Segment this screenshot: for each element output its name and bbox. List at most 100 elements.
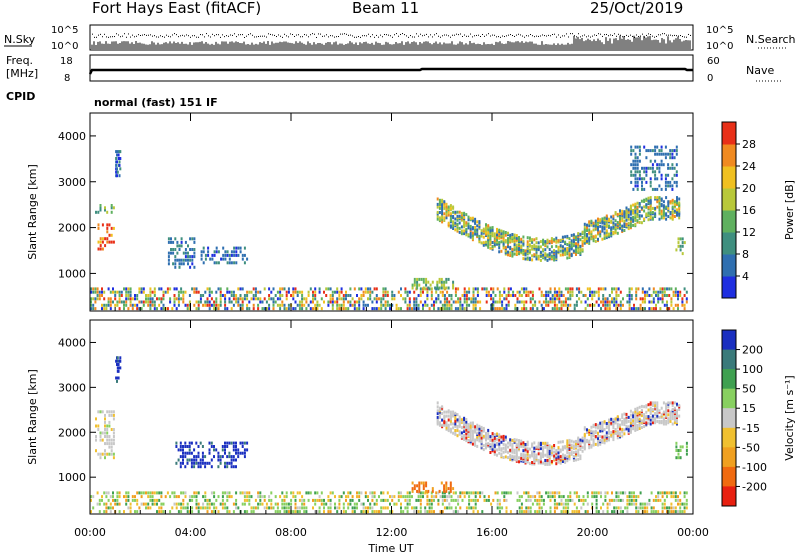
power-cell: [472, 287, 475, 291]
velocity-cell: [224, 445, 226, 448]
noise-search-dot: [466, 35, 467, 37]
power-cell: [643, 145, 646, 149]
power-cell: [507, 300, 510, 304]
power-cell: [635, 297, 638, 301]
power-cell: [636, 159, 639, 163]
velocity-cell: [145, 502, 147, 506]
power-cell: [101, 247, 104, 251]
velocity-cell: [449, 413, 452, 417]
velocity-cell: [634, 422, 637, 426]
power-cell: [560, 307, 563, 311]
velocity-cell: [518, 510, 521, 514]
noise-search-dot: [366, 35, 367, 37]
power-cell: [169, 300, 172, 304]
velocity-cell: [632, 419, 635, 423]
power-cell: [670, 287, 673, 291]
velocity-cell: [657, 495, 660, 499]
power-cell: [594, 234, 597, 238]
noise-search-dot: [408, 36, 409, 38]
power-cell: [634, 210, 637, 214]
velocity-cell: [217, 495, 220, 499]
power-cell: [119, 150, 122, 154]
velocity-cell: [202, 495, 205, 499]
power-cell: [675, 248, 678, 252]
power-cell: [490, 297, 493, 301]
velocity-cell: [134, 495, 136, 499]
power-cell: [677, 244, 680, 248]
freq-left-tick-top: 18: [60, 56, 73, 67]
velocity-cell: [668, 506, 671, 510]
velocity-cell: [445, 414, 448, 418]
velocity-cell: [436, 412, 439, 415]
velocity-cell: [448, 506, 451, 510]
power-cell: [498, 232, 501, 236]
power-cell: [458, 221, 461, 225]
velocity-cell: [127, 498, 130, 502]
power-cell: [589, 294, 591, 297]
velocity-cell: [630, 491, 633, 495]
velocity-cell: [555, 454, 558, 458]
velocity-cell: [314, 510, 317, 514]
power-cell: [436, 215, 439, 218]
power-cell: [106, 226, 109, 230]
power-cell: [528, 248, 531, 252]
noise-search-dot: [444, 34, 445, 36]
power-cell: [433, 300, 435, 304]
velocity-cell: [301, 498, 304, 502]
velocity-cell: [303, 510, 306, 514]
velocity-cell: [237, 455, 240, 459]
power-cell: [172, 248, 175, 251]
velocity-cell: [129, 502, 132, 506]
velocity-cell: [296, 510, 299, 514]
velocity-cell: [204, 461, 207, 465]
power-cell: [498, 294, 501, 297]
noise-search-dot: [272, 34, 273, 36]
noise-search-dot: [394, 34, 395, 36]
noise-search-dot: [454, 34, 455, 36]
velocity-cell: [452, 426, 455, 430]
velocity-cell: [542, 502, 545, 506]
velocity-cell: [630, 495, 633, 499]
power-cell: [577, 232, 580, 236]
power-cell: [636, 166, 639, 170]
velocity-cell: [169, 495, 172, 499]
noise-search-dot: [246, 35, 247, 37]
noise-search-dot: [554, 33, 555, 35]
power-cell: [619, 216, 621, 220]
power-cell: [542, 307, 545, 311]
velocity-cell: [415, 506, 418, 510]
power-cell: [643, 209, 646, 213]
power-cell: [446, 290, 449, 294]
velocity-cell: [106, 435, 109, 438]
velocity-cell: [529, 498, 532, 502]
velocity-cell: [391, 495, 394, 499]
noise-search-dot: [370, 36, 371, 38]
velocity-cell: [545, 491, 548, 495]
velocity-cell: [515, 453, 518, 457]
velocity-cell: [397, 495, 400, 499]
velocity-cell: [531, 461, 534, 464]
velocity-cell: [625, 420, 628, 424]
noise-search-dot: [560, 36, 561, 38]
velocity-cell: [626, 506, 629, 510]
velocity-cell: [149, 506, 152, 510]
velocity-cell: [649, 422, 652, 426]
power-cell: [460, 225, 463, 229]
velocity-cell: [353, 506, 356, 510]
velocity-cell: [496, 441, 498, 445]
power-cell: [172, 251, 175, 255]
velocity-cell: [145, 491, 147, 495]
velocity-cell: [316, 498, 319, 502]
power-cell: [239, 250, 242, 254]
power-cell: [643, 166, 646, 170]
power-cell: [553, 307, 556, 311]
power-cell: [174, 248, 177, 251]
velocity-cell: [285, 495, 288, 499]
power-cell: [606, 303, 609, 307]
power-cell: [191, 287, 194, 291]
velocity-cell: [151, 502, 154, 506]
power-cell: [415, 297, 418, 301]
power-cell: [496, 238, 498, 242]
power-cell: [441, 294, 444, 297]
power-cell: [360, 287, 363, 291]
